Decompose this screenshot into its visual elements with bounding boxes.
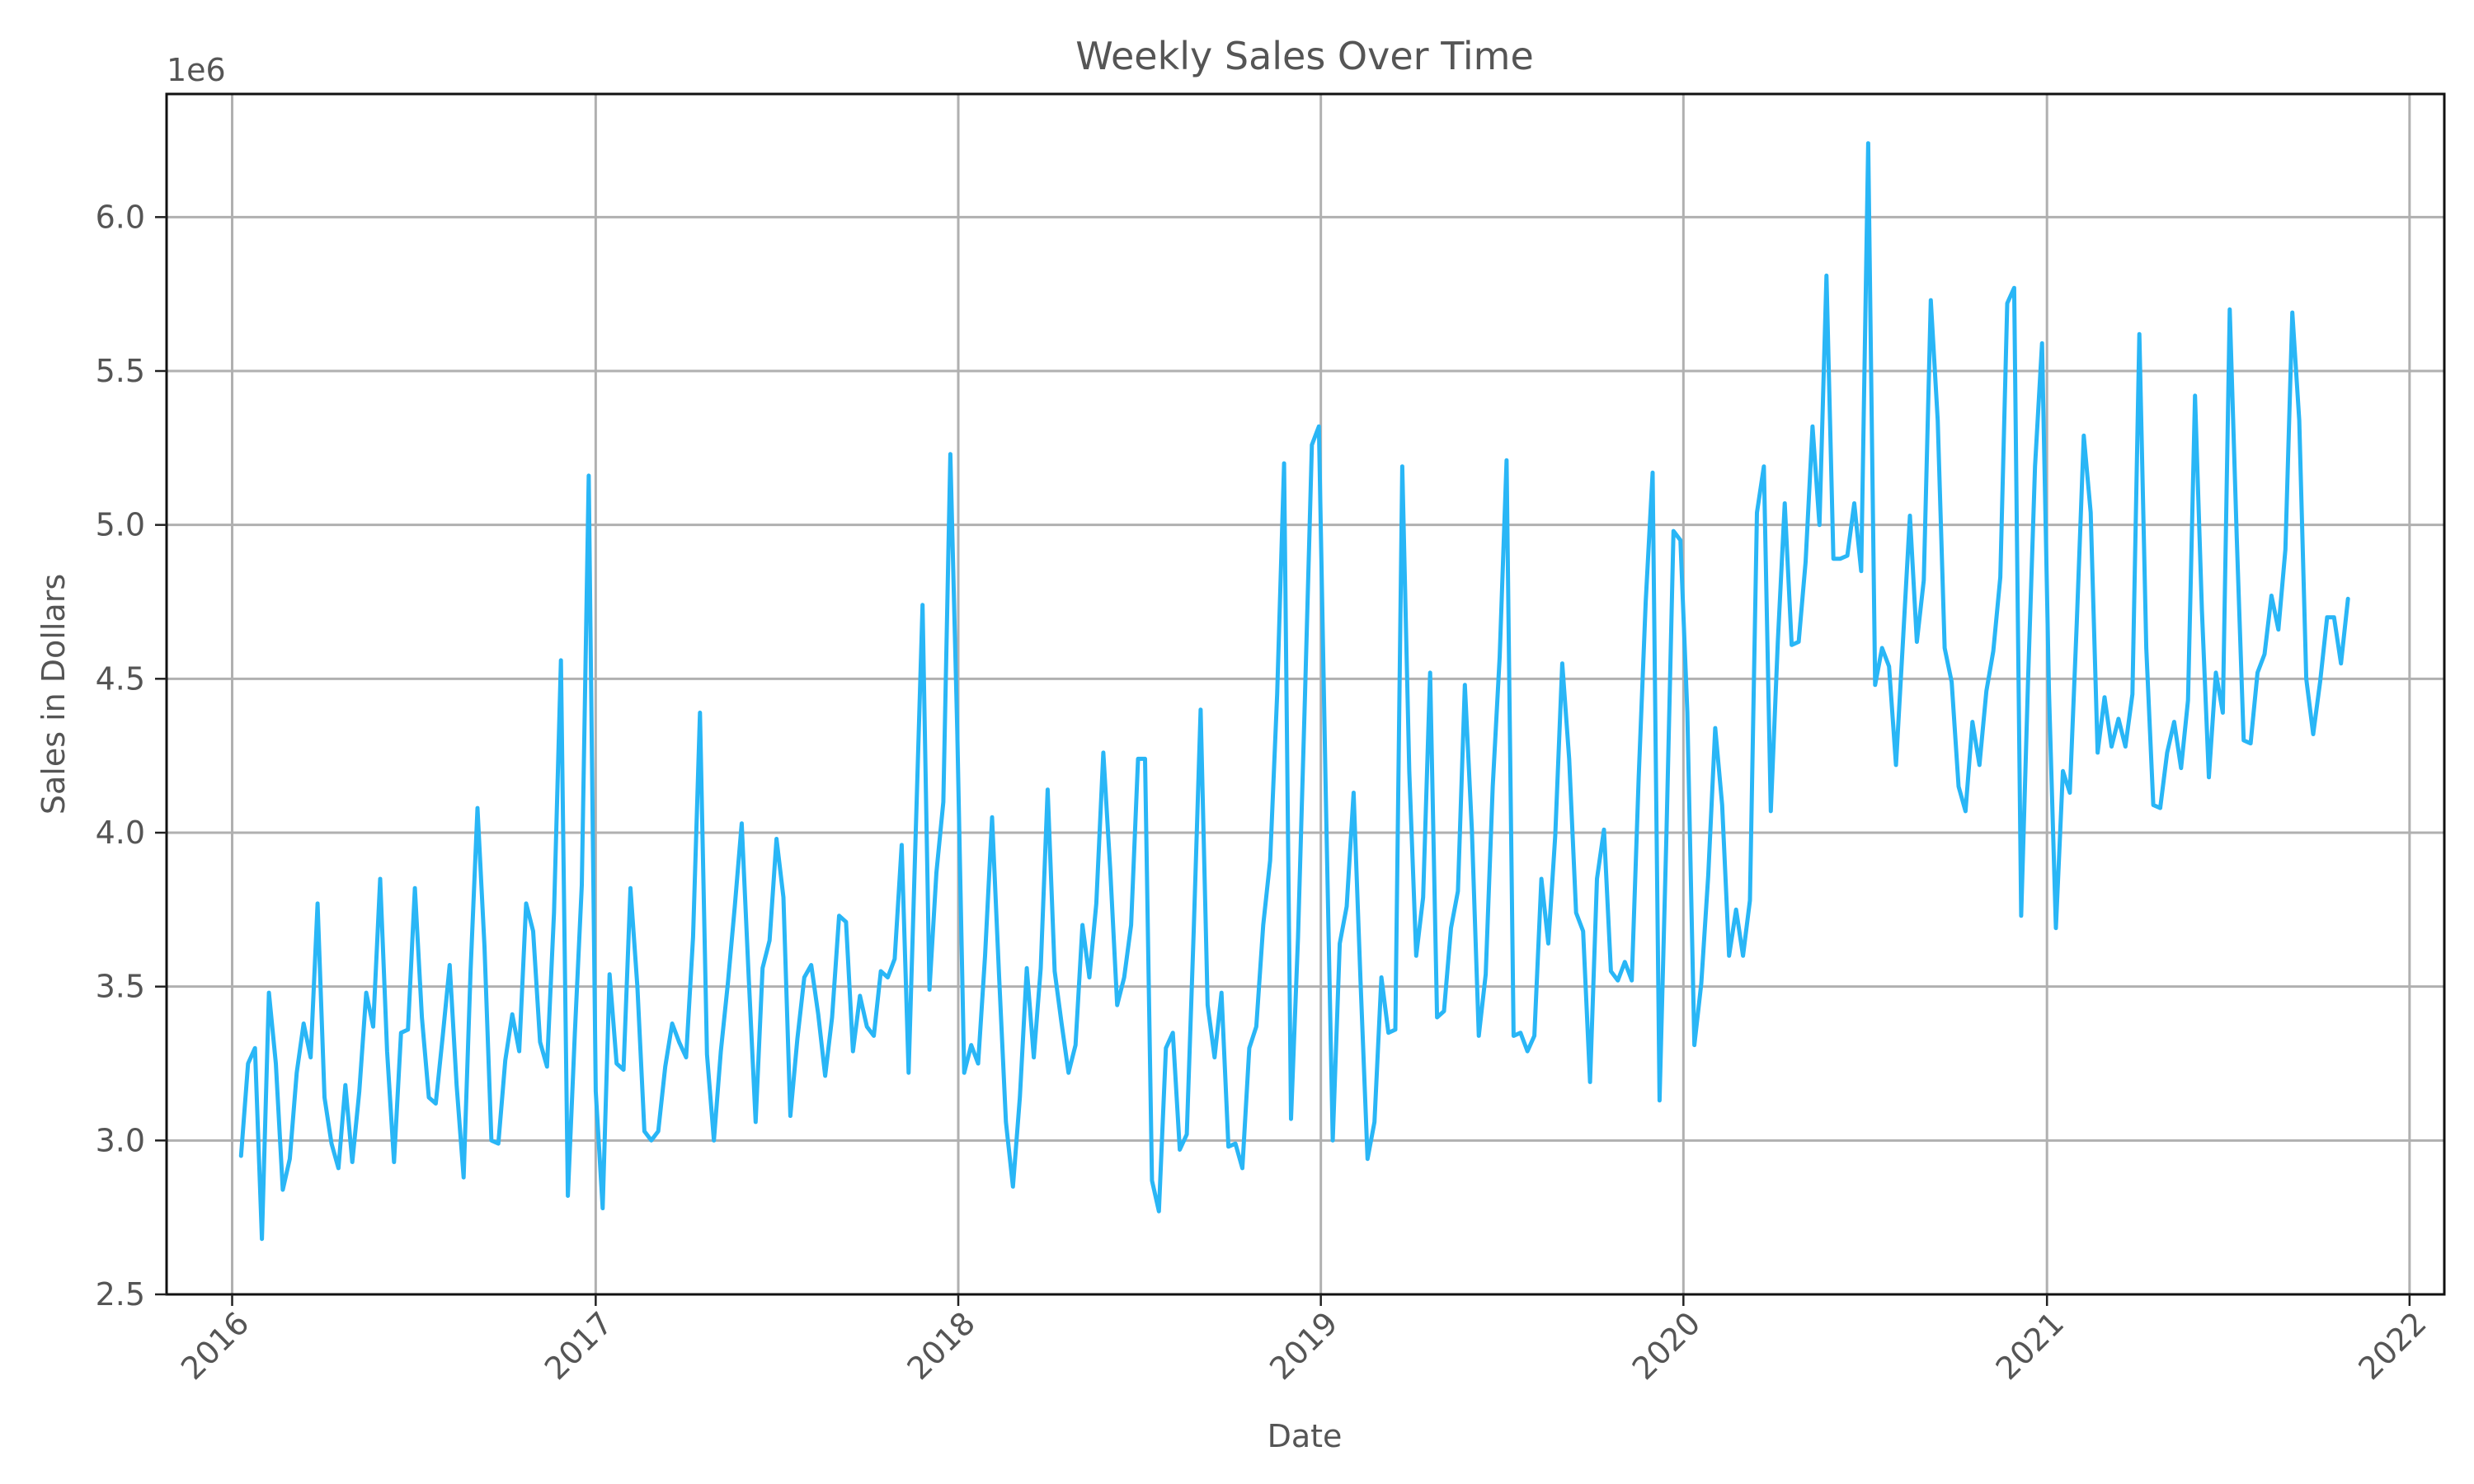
y-axis-label: Sales in Dollars — [35, 574, 72, 815]
x-tick-label: 2021 — [1989, 1305, 2072, 1388]
y-tick-label: 4.5 — [96, 660, 145, 697]
y-tick-label: 5.5 — [96, 353, 145, 389]
x-tick-label: 2019 — [1263, 1305, 1345, 1388]
x-tick-label: 2022 — [2351, 1305, 2434, 1388]
x-tick-label: 2016 — [174, 1305, 256, 1388]
plot-frame — [165, 92, 2446, 1296]
y-tick-label: 4.0 — [96, 815, 145, 851]
weekly-sales-line — [238, 141, 2350, 1242]
y-tick-label: 3.0 — [96, 1122, 145, 1158]
grid-lines — [167, 94, 2444, 1296]
y-axis-offset-label: 1e6 — [167, 52, 226, 88]
y-tick-label: 5.0 — [96, 507, 145, 543]
x-axis-label: Date — [1268, 1418, 1343, 1454]
y-axis-ticks: 2.5 3.0 3.5 4.0 4.5 5.0 5.5 6.0 — [96, 199, 167, 1313]
x-axis-ticks: 2016 2017 2018 2019 2020 2021 2022 — [174, 1294, 2434, 1387]
series-group — [238, 141, 2350, 1242]
y-tick-label: 2.5 — [96, 1276, 145, 1313]
x-tick-label: 2020 — [1625, 1305, 1708, 1388]
y-tick-label: 6.0 — [96, 199, 145, 235]
chart-title: Weekly Sales Over Time — [1075, 34, 1534, 78]
x-tick-label: 2018 — [901, 1305, 983, 1388]
y-tick-label: 3.5 — [96, 969, 145, 1005]
x-tick-label: 2017 — [538, 1305, 620, 1388]
